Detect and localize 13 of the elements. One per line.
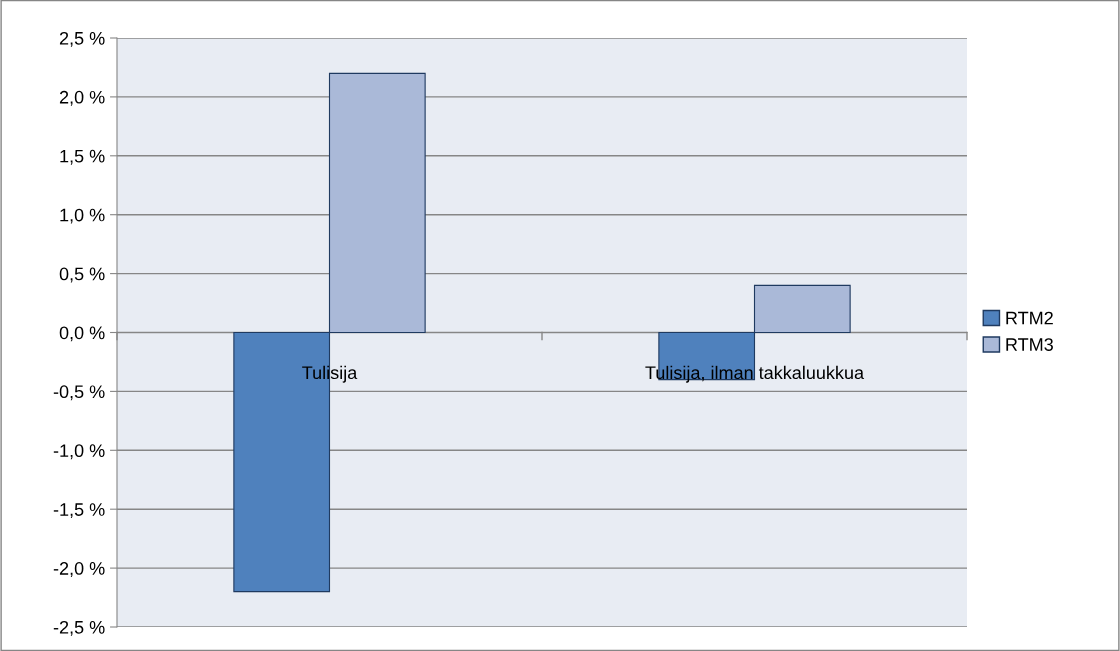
y-tick-label: -2,0 % bbox=[53, 562, 105, 577]
legend-label: RTM3 bbox=[1006, 338, 1053, 351]
y-tick-label: 2,0 % bbox=[59, 90, 105, 106]
y-tick-label: 2,5 % bbox=[59, 31, 105, 47]
y-tick-label: 0,5 % bbox=[59, 267, 105, 283]
y-tick-label: -0,5 % bbox=[53, 385, 105, 401]
y-tick-label: 1,0 % bbox=[60, 208, 105, 224]
y-tick-label: -1,0 % bbox=[53, 444, 105, 460]
y-tick-label: -2,5 % bbox=[53, 620, 105, 636]
y-tick-label: 0,0 % bbox=[59, 326, 105, 342]
y-tick-label: -1,5 % bbox=[53, 503, 105, 519]
legend-label: RTM2 bbox=[1006, 311, 1053, 325]
y-tick-label: 1,5 % bbox=[60, 149, 105, 165]
